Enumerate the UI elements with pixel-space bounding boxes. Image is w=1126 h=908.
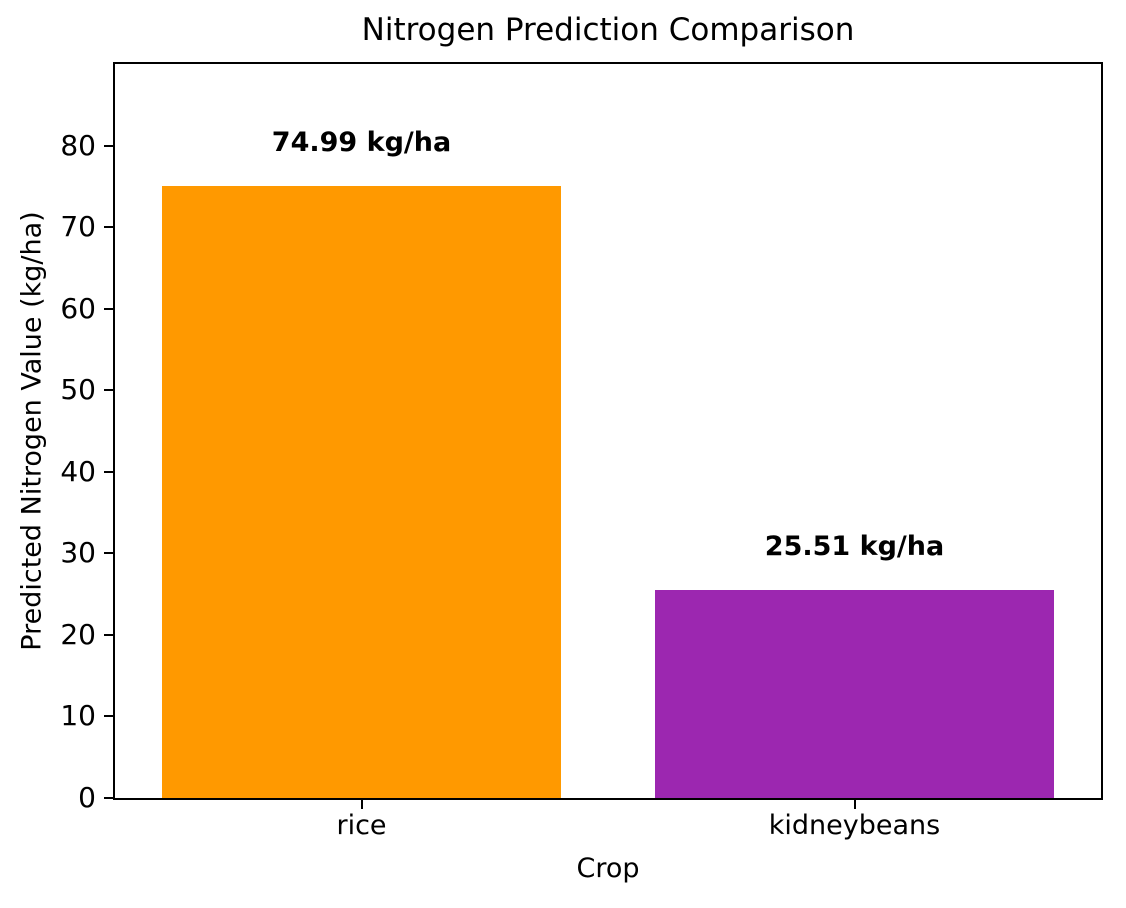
y-tick-label-50: 50: [60, 373, 96, 407]
y-tick-80: [104, 144, 113, 147]
y-tick-30: [104, 552, 113, 555]
x-tick-label-kidneybeans: kidneybeans: [768, 810, 941, 841]
x-tick-rice: [360, 800, 363, 809]
y-tick-label-30: 30: [60, 536, 96, 570]
plot-area: 74.99 kg/ha rice 25.51 kg/ha kidneybeans 0 10…: [60, 62, 1103, 839]
chart-title: Nitrogen Prediction Comparison: [361, 12, 855, 48]
bar-kidneybeans: [654, 589, 1055, 798]
y-tick-label-60: 60: [60, 291, 96, 325]
bar-value-label-rice: 74.99 kg/ha: [271, 126, 452, 158]
bar-rice: [161, 186, 562, 798]
plot-inner: 74.99 kg/ha rice 25.51 kg/ha kidneybeans 0 10…: [60, 64, 1101, 839]
y-tick-label-70: 70: [60, 210, 96, 244]
y-tick-0: [104, 797, 113, 799]
bar-value-label-kidneybeans: 25.51 kg/ha: [764, 530, 945, 562]
y-axis-label: Predicted Nitrogen Value (kg/ha): [16, 211, 48, 651]
y-tick-label-0: 0: [78, 781, 96, 814]
y-tick-10: [104, 715, 113, 718]
y-tick-label-80: 80: [60, 128, 96, 162]
y-tick-60: [104, 307, 113, 310]
x-tick-label-rice: rice: [336, 810, 387, 841]
y-tick-label-20: 20: [60, 617, 96, 651]
y-tick-40: [104, 470, 113, 473]
x-tick-kidneybeans: [853, 800, 856, 809]
x-axis-label: Crop: [576, 853, 640, 884]
y-tick-20: [104, 633, 113, 636]
y-tick-50: [104, 389, 113, 392]
y-tick-label-10: 10: [60, 699, 96, 733]
y-tick-70: [104, 226, 113, 229]
y-tick-label-40: 40: [60, 454, 96, 488]
